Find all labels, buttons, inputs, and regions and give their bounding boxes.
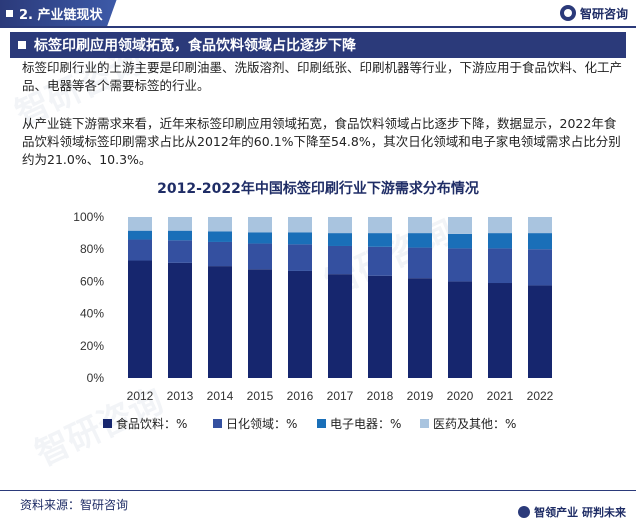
x-tick-label: 2015 bbox=[247, 389, 274, 403]
bar-segment bbox=[528, 217, 552, 234]
bar-segment bbox=[168, 217, 192, 231]
legend-swatch bbox=[317, 419, 326, 428]
footer-brand: 智领产业 研判未来 bbox=[518, 504, 626, 520]
legend-label: 电子电器：% bbox=[330, 417, 401, 431]
section-label-text: 2. 产业链现状 bbox=[19, 7, 103, 23]
brand-logo-icon bbox=[518, 506, 531, 518]
bar-segment bbox=[208, 231, 232, 242]
bar-segment bbox=[248, 269, 272, 378]
bar-segment bbox=[408, 217, 432, 234]
legend-swatch bbox=[420, 419, 429, 428]
brand: 智研咨询 bbox=[559, 3, 628, 23]
legend-label: 医药及其他：% bbox=[433, 417, 516, 431]
bar-segment bbox=[408, 278, 432, 378]
y-tick-label: 100% bbox=[73, 210, 104, 224]
bar-segment bbox=[168, 262, 192, 378]
bar-segment bbox=[368, 275, 392, 378]
bar-segment bbox=[448, 248, 472, 282]
divider bbox=[0, 26, 636, 28]
legend-label: 日化领域：% bbox=[226, 417, 297, 431]
x-tick-label: 2022 bbox=[527, 389, 554, 403]
bar-segment bbox=[168, 230, 192, 241]
x-tick-label: 2012 bbox=[127, 389, 154, 403]
headline-text: 标签印刷应用领域拓宽，食品饮料领域占比逐步下降 bbox=[34, 38, 356, 54]
bar-segment bbox=[248, 243, 272, 270]
bar-segment bbox=[128, 239, 152, 261]
bar-segment bbox=[488, 233, 512, 249]
square-bullet-icon bbox=[18, 41, 26, 49]
bar-segment bbox=[168, 240, 192, 263]
bar-segment bbox=[248, 217, 272, 233]
paragraph-1: 标签印刷行业的上游主要是印刷油墨、洗版溶剂、印刷纸张、印刷机器等行业，下游应用于… bbox=[22, 60, 623, 93]
bar-segment bbox=[208, 217, 232, 232]
x-tick-label: 2016 bbox=[287, 389, 314, 403]
headline-bar: 标签印刷应用领域拓宽，食品饮料领域占比逐步下降 bbox=[10, 32, 626, 58]
bar-segment bbox=[208, 241, 232, 267]
bar-segment bbox=[528, 285, 552, 378]
brand-name: 智研咨询 bbox=[579, 6, 628, 21]
bar-segment bbox=[288, 232, 312, 245]
top-bar: 2. 产业链现状 智研咨询 bbox=[0, 0, 636, 26]
bar-segment bbox=[128, 260, 152, 378]
legend-swatch bbox=[213, 419, 222, 428]
bar-segment bbox=[328, 217, 352, 234]
y-tick-label: 20% bbox=[80, 339, 104, 353]
bar-segment bbox=[208, 266, 232, 378]
source-note: 资料来源：智研咨询 bbox=[20, 498, 129, 512]
bar-segment bbox=[288, 270, 312, 378]
bar-segment bbox=[128, 230, 152, 240]
stacked-bar-chart: 0% 20% 40% 60% 80% 100% 2012 2013 2014 2015 2016 20… bbox=[73, 210, 554, 431]
bar-segment bbox=[368, 217, 392, 234]
bar-segment bbox=[328, 233, 352, 246]
bar-segment bbox=[528, 249, 552, 286]
y-tick-label: 60% bbox=[80, 274, 104, 288]
bar-segment bbox=[488, 283, 512, 378]
bar-segment bbox=[488, 217, 512, 234]
x-tick-label: 2013 bbox=[167, 389, 194, 403]
legend-label: 食品饮料：% bbox=[116, 416, 187, 431]
divider bbox=[0, 490, 636, 491]
paragraph-2: 从产业链下游需求来看，近年来标签印刷应用领域拓宽，食品饮料领域占比逐步下降，数据… bbox=[22, 116, 621, 167]
bar-segment bbox=[368, 246, 392, 276]
brand-logo-icon bbox=[559, 5, 576, 21]
bar-segment bbox=[368, 233, 392, 247]
x-tick-label: 2014 bbox=[207, 389, 234, 403]
x-tick-label: 2018 bbox=[367, 389, 394, 403]
bar-segment bbox=[288, 244, 312, 271]
bar-segment bbox=[488, 248, 512, 284]
chart-title: 2012-2022年中国标签印刷行业下游需求分布情况 bbox=[157, 181, 479, 197]
bar-segment bbox=[128, 217, 152, 231]
y-tick-label: 40% bbox=[80, 307, 104, 321]
x-tick-label: 2020 bbox=[447, 389, 474, 403]
bar-segment bbox=[328, 274, 352, 378]
footer-slogan: 智领产业 研判未来 bbox=[534, 506, 626, 519]
bar-segment bbox=[328, 245, 352, 275]
bar-segment bbox=[448, 233, 472, 249]
bar-segment bbox=[448, 281, 472, 378]
x-tick-label: 2021 bbox=[487, 389, 514, 403]
bar-segment bbox=[528, 233, 552, 250]
bar-segment bbox=[408, 233, 432, 248]
square-bullet-icon bbox=[6, 9, 13, 17]
x-tick-label: 2017 bbox=[327, 389, 354, 403]
bar-segment bbox=[288, 217, 312, 233]
bar-segment bbox=[408, 247, 432, 279]
y-tick-label: 80% bbox=[80, 242, 104, 256]
bar-segment bbox=[448, 217, 472, 234]
bar-segment bbox=[248, 232, 272, 244]
section-label: 2. 产业链现状 bbox=[0, 0, 117, 26]
legend-swatch bbox=[103, 419, 112, 428]
y-tick-label: 0% bbox=[87, 371, 105, 385]
x-tick-label: 2019 bbox=[407, 389, 434, 403]
